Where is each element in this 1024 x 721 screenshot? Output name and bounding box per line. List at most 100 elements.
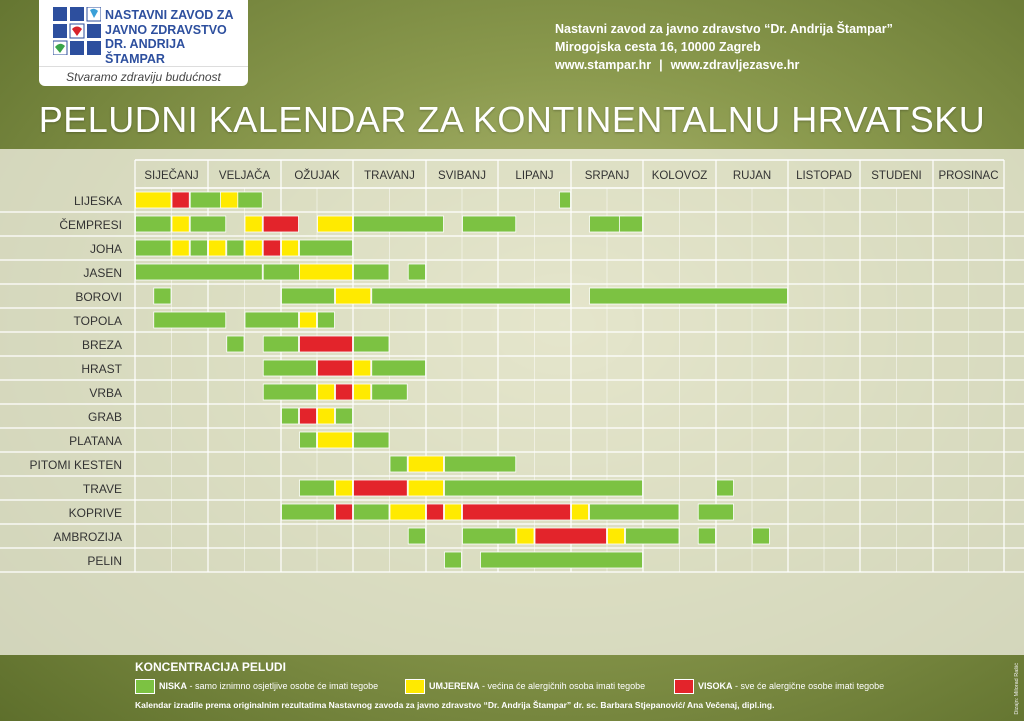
website-link-zdravlje[interactable]: www.zdravljezasve.hr bbox=[670, 58, 800, 72]
pollen-bar bbox=[353, 431, 390, 449]
credit-text: Kalendar izradile prema originalnim rezu… bbox=[135, 700, 775, 710]
pollen-bar bbox=[697, 527, 716, 545]
institute-name: NASTAVNI ZAVOD ZA JAVNO ZDRAVSTVO DR. AN… bbox=[105, 8, 234, 66]
pollen-bar bbox=[171, 239, 190, 257]
pollen-bar bbox=[353, 359, 372, 377]
pollen-bar bbox=[244, 311, 299, 329]
logo-mark-icon bbox=[53, 7, 101, 55]
plant-label: PITOMI KESTEN bbox=[30, 458, 122, 472]
calendar-panel bbox=[0, 149, 1024, 655]
plant-label: GRAB bbox=[88, 410, 122, 424]
pollen-bar bbox=[281, 287, 335, 305]
month-header: OŽUJAK bbox=[294, 169, 340, 182]
pollen-bar bbox=[462, 215, 517, 233]
pollen-bar bbox=[589, 503, 680, 521]
pollen-bar bbox=[353, 263, 390, 281]
month-header: LIPANJ bbox=[515, 170, 553, 182]
design-credit: Dizajn: Milorad Rašić bbox=[1014, 663, 1020, 715]
legend-title: KONCENTRACIJA PELUDI bbox=[135, 660, 286, 674]
plant-label: JASEN bbox=[83, 266, 122, 280]
contact-info: Nastavni zavod za javno zdravstvo “Dr. A… bbox=[555, 20, 893, 74]
pollen-bar bbox=[589, 287, 788, 305]
pollen-bar bbox=[153, 287, 172, 305]
pollen-bar bbox=[444, 479, 643, 497]
legend-desc-niska: - samo iznimno osjetljive osobe će imati… bbox=[189, 681, 379, 691]
legend-label-niska: NISKA bbox=[159, 681, 188, 691]
pollen-bar bbox=[353, 215, 444, 233]
pollen-bar bbox=[444, 551, 462, 569]
pollen-bar bbox=[299, 311, 317, 329]
month-header: VELJAČA bbox=[219, 169, 270, 182]
pollen-bar bbox=[335, 407, 353, 425]
pollen-bar bbox=[371, 287, 571, 305]
link-separator: | bbox=[659, 58, 663, 72]
pollen-bar bbox=[353, 479, 408, 497]
institute-slogan: Stvaramo zdraviju budućnost bbox=[39, 66, 248, 84]
plant-label: JOHA bbox=[90, 242, 122, 256]
pollen-bar bbox=[317, 215, 353, 233]
plant-label: HRAST bbox=[81, 362, 122, 376]
pollen-bar bbox=[534, 527, 607, 545]
month-header: STUDENI bbox=[871, 170, 921, 182]
plant-label: LIJESKA bbox=[74, 194, 122, 208]
legend-swatch-visoka bbox=[674, 679, 694, 694]
plant-label: PELIN bbox=[87, 554, 122, 568]
pollen-bar bbox=[281, 407, 299, 425]
pollen-bar bbox=[299, 239, 353, 257]
plant-label: BREZA bbox=[82, 338, 122, 352]
month-header: LISTOPAD bbox=[796, 170, 852, 182]
pollen-bar bbox=[625, 527, 680, 545]
plant-label: KOPRIVE bbox=[69, 506, 122, 520]
pollen-bar bbox=[607, 527, 625, 545]
pollen-bar bbox=[444, 503, 462, 521]
institute-logo[interactable]: NASTAVNI ZAVOD ZA JAVNO ZDRAVSTVO DR. AN… bbox=[39, 0, 248, 86]
legend-label-umjerena: UMJERENA bbox=[429, 681, 480, 691]
pollen-bar bbox=[299, 479, 335, 497]
month-header: SRPANJ bbox=[585, 170, 630, 182]
pollen-bar bbox=[135, 215, 172, 233]
pollen-bar bbox=[353, 335, 390, 353]
pollen-bar bbox=[389, 503, 426, 521]
website-link-stampar[interactable]: www.stampar.hr bbox=[555, 58, 652, 72]
pollen-bar bbox=[135, 239, 172, 257]
pollen-bar bbox=[189, 239, 208, 257]
legend-desc-umjerena: - većina će alergičnih osoba imati tegob… bbox=[482, 681, 646, 691]
pollen-bar bbox=[407, 527, 426, 545]
pollen-bar bbox=[335, 383, 353, 401]
pollen-bar bbox=[389, 455, 408, 473]
pollen-bar bbox=[317, 431, 353, 449]
pollen-bar bbox=[317, 407, 335, 425]
pollen-bar bbox=[407, 479, 444, 497]
pollen-bar bbox=[571, 503, 589, 521]
pollen-bar bbox=[189, 215, 227, 233]
legend-swatch-niska bbox=[135, 679, 155, 694]
pollen-bar bbox=[281, 503, 335, 521]
page-title: PELUDNI KALENDAR ZA KONTINENTALNU HRVATS… bbox=[38, 99, 986, 140]
pollen-bar bbox=[226, 239, 245, 257]
pollen-bar bbox=[407, 263, 426, 281]
pollen-bar bbox=[716, 479, 734, 497]
pollen-bar bbox=[208, 239, 227, 257]
pollen-bar bbox=[353, 503, 390, 521]
legend: KONCENTRACIJA PELUDI NISKA - samo iznimn… bbox=[0, 655, 1024, 721]
contact-address: Mirogojska cesta 16, 10000 Zagreb bbox=[555, 40, 761, 54]
pollen-bar bbox=[335, 479, 353, 497]
pollen-bar bbox=[335, 287, 372, 305]
plant-label: TRAVE bbox=[83, 482, 122, 496]
pollen-bar bbox=[371, 383, 408, 401]
pollen-bar bbox=[516, 527, 535, 545]
pollen-bar bbox=[335, 503, 353, 521]
legend-swatch-umjerena bbox=[405, 679, 425, 694]
pollen-bar bbox=[299, 335, 353, 353]
pollen-bar bbox=[135, 263, 263, 281]
pollen-bar bbox=[244, 215, 263, 233]
plant-label: TOPOLA bbox=[74, 314, 122, 328]
pollen-bar bbox=[371, 359, 426, 377]
pollen-bar bbox=[317, 359, 353, 377]
pollen-bar bbox=[135, 191, 172, 209]
pollen-bar bbox=[317, 311, 335, 329]
pollen-bar bbox=[171, 191, 190, 209]
pollen-bar bbox=[262, 383, 317, 401]
month-header: RUJAN bbox=[733, 170, 771, 182]
